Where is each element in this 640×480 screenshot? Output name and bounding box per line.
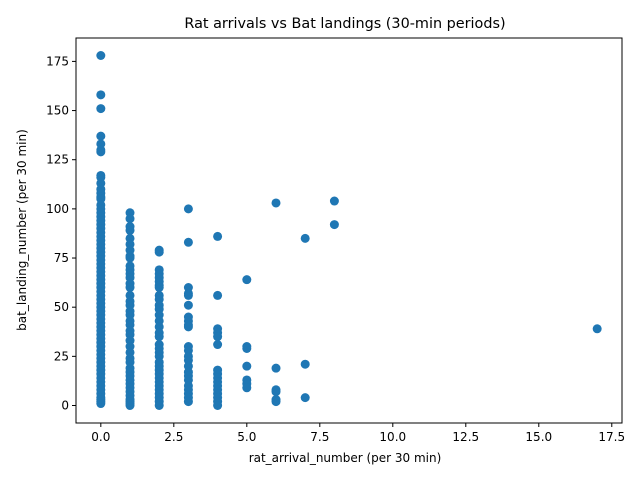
data-point <box>96 104 106 114</box>
y-tick-label: 50 <box>54 300 69 314</box>
data-point <box>183 237 193 247</box>
y-tick-label: 0 <box>61 399 69 413</box>
data-point <box>96 147 106 157</box>
data-point <box>125 283 135 293</box>
y-tick-label: 25 <box>54 349 69 363</box>
data-point <box>213 332 223 342</box>
data-point <box>242 383 252 393</box>
x-tick-label: 0.0 <box>91 430 110 444</box>
data-point <box>96 399 106 409</box>
x-axis-ticks: 0.0 2.5 5.0 7.5 10.0 12.5 15.0 17.5 <box>91 423 625 444</box>
x-tick-label: 7.5 <box>310 430 329 444</box>
x-tick-label: 15.0 <box>525 430 552 444</box>
data-point <box>125 214 135 224</box>
data-point <box>154 332 164 342</box>
data-point <box>213 340 223 350</box>
data-points <box>96 51 602 410</box>
y-tick-label: 175 <box>46 54 69 68</box>
y-axis-label: bat_landing_number (per 30 min) <box>15 129 29 331</box>
plot-frame <box>75 37 623 424</box>
data-point <box>271 198 281 208</box>
data-point <box>213 231 223 241</box>
y-axis-ticks: 0 25 50 75 100 125 150 175 <box>46 54 76 413</box>
chart-title: Rat arrivals vs Bat landings (30-min per… <box>184 16 505 32</box>
data-point <box>183 322 193 332</box>
x-tick-label: 17.5 <box>598 430 625 444</box>
data-point <box>329 196 339 206</box>
data-point <box>154 247 164 257</box>
data-point <box>96 90 106 100</box>
y-tick-label: 100 <box>46 202 69 216</box>
data-point <box>125 401 135 410</box>
data-point <box>154 401 164 410</box>
data-point <box>329 220 339 230</box>
data-point <box>154 283 164 293</box>
x-tick-label: 2.5 <box>164 430 183 444</box>
data-point <box>213 401 223 410</box>
data-point <box>183 290 193 300</box>
data-point <box>271 363 281 373</box>
data-point <box>300 359 310 369</box>
data-point <box>96 51 106 60</box>
y-tick-label: 125 <box>46 153 69 167</box>
data-point <box>125 253 135 263</box>
data-point <box>300 393 310 403</box>
data-point <box>242 275 252 285</box>
x-tick-label: 5.0 <box>237 430 256 444</box>
data-point <box>96 131 106 141</box>
data-point <box>592 324 602 334</box>
data-point <box>271 387 281 397</box>
y-tick-label: 75 <box>54 251 69 265</box>
x-tick-label: 10.0 <box>379 430 406 444</box>
x-tick-label: 12.5 <box>452 430 479 444</box>
y-tick-label: 150 <box>46 104 69 118</box>
data-point <box>183 300 193 310</box>
data-point <box>183 204 193 214</box>
data-point <box>183 397 193 407</box>
x-axis-label: rat_arrival_number (per 30 min) <box>249 451 442 465</box>
data-point <box>213 290 223 300</box>
data-point <box>242 361 252 371</box>
data-point <box>242 343 252 353</box>
data-point <box>300 233 310 243</box>
data-point <box>271 397 281 407</box>
data-point <box>125 226 135 235</box>
